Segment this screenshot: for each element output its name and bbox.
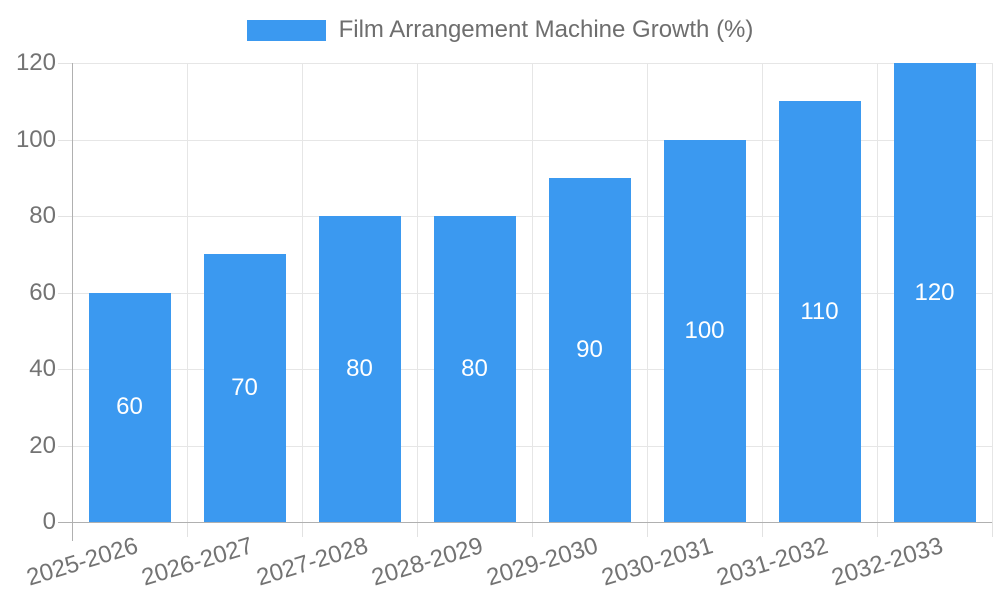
bar-value-label: 110: [800, 297, 839, 325]
y-axis-line: [72, 63, 73, 541]
y-axis-tick-label: 40: [29, 355, 56, 382]
bar-value-label: 100: [684, 316, 725, 344]
x-axis-tick-label: 2029-2030: [483, 532, 601, 592]
gridline-vertical: [762, 63, 763, 522]
y-axis-tick-label: 0: [42, 508, 56, 535]
x-axis-tick: [532, 522, 533, 537]
x-axis-tick: [187, 522, 188, 537]
gridline-vertical: [992, 63, 993, 522]
gridline-vertical: [877, 63, 878, 522]
bar-2025-2026[interactable]: [88, 292, 171, 522]
x-axis-tick: [417, 522, 418, 537]
y-axis-tick: [58, 445, 72, 447]
bar-2032-2033[interactable]: [893, 63, 976, 522]
y-axis-tick: [58, 369, 72, 370]
x-axis-line: [58, 522, 992, 523]
legend-swatch: [246, 19, 326, 41]
x-axis-tick-label: 2032-2033: [828, 532, 946, 592]
y-axis-tick-label: 20: [29, 431, 56, 459]
bar-2029-2030[interactable]: [548, 177, 631, 522]
y-axis-tick-label: 80: [29, 202, 56, 229]
bar-value-label: 120: [914, 278, 955, 306]
bar-2030-2031[interactable]: [663, 139, 746, 522]
gridline-vertical: [647, 63, 648, 522]
y-axis-tick-label: 120: [15, 49, 56, 76]
bar-2031-2032[interactable]: [778, 101, 861, 522]
y-axis-tick-label: 60: [29, 278, 56, 306]
x-axis-tick: [762, 522, 763, 537]
x-axis-tick-label: 2028-2029: [368, 532, 486, 592]
gridline-vertical: [532, 63, 533, 522]
y-axis-tick: [58, 292, 72, 294]
gridline-vertical: [417, 63, 418, 522]
bar-value-label: 70: [231, 374, 258, 402]
x-axis-tick-label: 2026-2027: [138, 532, 256, 592]
x-axis-tick: [302, 522, 303, 537]
bar-value-label: 60: [116, 393, 143, 421]
x-axis-tick: [647, 522, 648, 537]
y-axis-tick: [58, 63, 72, 64]
gridline-vertical: [302, 63, 303, 522]
y-axis-tick-label: 100: [15, 125, 56, 153]
x-axis-tick-label: 2030-2031: [598, 532, 716, 592]
bar-2026-2027[interactable]: [203, 254, 286, 522]
x-axis-tick: [992, 522, 993, 537]
y-axis-tick: [58, 216, 72, 217]
x-axis-tick-label: 2025-2026: [23, 532, 141, 592]
x-axis-tick-label: 2027-2028: [253, 532, 371, 592]
chart-legend[interactable]: Film Arrangement Machine Growth (%): [0, 17, 1000, 43]
legend-label: Film Arrangement Machine Growth (%): [338, 16, 754, 43]
bar-2027-2028[interactable]: [318, 216, 401, 522]
bar-value-label: 80: [346, 355, 373, 382]
gridline-vertical: [187, 63, 188, 522]
bar-value-label: 80: [461, 355, 488, 382]
y-axis-tick: [58, 139, 72, 141]
x-axis-tick-label: 2031-2032: [713, 532, 831, 592]
bar-value-label: 90: [576, 335, 603, 363]
bar-2028-2029[interactable]: [433, 216, 516, 522]
x-axis-tick: [877, 522, 878, 537]
